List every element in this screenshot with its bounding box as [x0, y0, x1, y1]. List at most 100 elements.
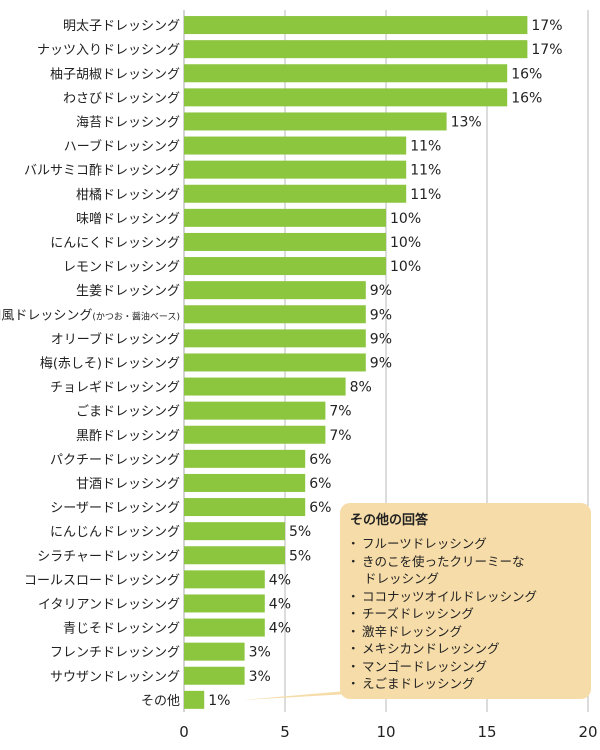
category-label: 味噌ドレッシング	[76, 212, 180, 227]
category-label: にんにくドレッシング	[50, 236, 180, 251]
bar	[184, 64, 508, 83]
callout-item: フルーツドレッシング	[347, 535, 581, 553]
bar	[184, 353, 366, 372]
callout-item: きのこを使ったクリーミーな	[347, 553, 581, 571]
x-tick-label: 15	[477, 723, 496, 741]
value-label: 3%	[249, 645, 271, 661]
bar	[184, 377, 346, 396]
bar	[184, 257, 386, 276]
category-label: フレンチドレッシング	[50, 646, 180, 661]
bar	[184, 473, 306, 492]
category-label: 甘酒ドレッシング	[76, 477, 180, 492]
value-label: 17%	[531, 18, 562, 34]
value-label: 10%	[390, 211, 421, 227]
bars	[184, 16, 528, 709]
category-label: 明太子ドレッシング	[63, 19, 180, 34]
value-label: 16%	[511, 66, 542, 82]
bar	[184, 618, 265, 637]
category-label: 黒酢ドレッシング	[76, 429, 180, 444]
value-label: 6%	[309, 452, 331, 468]
value-label: 4%	[269, 621, 291, 637]
other-answers-callout: その他の回答 フルーツドレッシングきのこを使ったクリーミーなドレッシングココナッ…	[340, 503, 591, 699]
bar	[184, 594, 265, 613]
value-label: 11%	[410, 187, 441, 203]
x-tick-label: 10	[376, 723, 395, 741]
category-label: バルサミコ酢ドレッシング	[24, 164, 180, 179]
value-label: 6%	[309, 476, 331, 492]
bar	[184, 449, 306, 468]
category-label: 柑橘ドレッシング	[76, 187, 180, 203]
bar	[184, 40, 528, 59]
category-label: オリーブドレッシング	[51, 331, 180, 347]
value-label: 8%	[350, 380, 372, 396]
callout-list: フルーツドレッシングきのこを使ったクリーミーなドレッシングココナッツオイルドレッ…	[347, 535, 581, 693]
value-label: 4%	[269, 572, 291, 588]
value-label: 5%	[289, 548, 311, 564]
category-label: 柚子胡椒ドレッシング	[50, 67, 180, 82]
callout-item: 激辛ドレッシング	[347, 623, 581, 641]
bar	[184, 16, 528, 35]
callout-item: マンゴードレッシング	[347, 658, 581, 676]
callout-item: えごまドレッシング	[347, 675, 581, 693]
x-tick-label: 0	[179, 723, 189, 741]
category-label: 生姜ドレッシング	[76, 284, 180, 299]
x-tick-label: 5	[280, 723, 290, 741]
category-label: シーザードレッシング	[50, 501, 180, 516]
bar	[184, 329, 366, 348]
bar	[184, 305, 366, 324]
category-label: レモンドレッシング	[63, 260, 180, 275]
value-label: 11%	[410, 139, 441, 155]
value-label: 17%	[531, 42, 562, 58]
bar	[184, 642, 245, 661]
value-label: 9%	[370, 283, 392, 299]
bar	[184, 232, 386, 251]
bar	[184, 184, 407, 203]
value-label: 9%	[370, 355, 392, 371]
category-label: わさびドレッシング	[63, 91, 180, 106]
callout-item: チーズドレッシング	[347, 605, 581, 623]
value-label: 9%	[370, 307, 392, 323]
bar	[184, 401, 326, 420]
bar	[184, 160, 407, 179]
category-label: 梅(赤しそ)ドレッシング	[40, 356, 180, 371]
bar	[184, 425, 326, 444]
category-label: その他	[141, 694, 180, 709]
callout-title: その他の回答	[350, 513, 429, 528]
value-label: 11%	[410, 163, 441, 179]
bar	[184, 690, 205, 709]
value-label: 4%	[269, 596, 291, 612]
category-label: ナッツ入りドレッシング	[37, 43, 180, 58]
category-label: 海苔ドレッシング	[76, 115, 180, 130]
category-label: チョレギドレッシング	[50, 381, 180, 396]
category-label: ごまドレッシング	[76, 404, 180, 420]
bar	[184, 498, 306, 517]
bar	[184, 136, 407, 155]
category-label: ハーブドレッシング	[64, 139, 180, 155]
bar	[184, 570, 265, 589]
value-label: 9%	[370, 331, 392, 347]
value-label: 6%	[309, 500, 331, 516]
value-label: 16%	[511, 90, 542, 106]
callout-item: ココナッツオイルドレッシング	[347, 588, 581, 606]
bar	[184, 546, 285, 565]
value-label: 3%	[249, 669, 271, 685]
category-label: イタリアンドレッシング	[38, 597, 180, 612]
category-label: 青じそドレッシング	[63, 622, 180, 637]
value-label: 7%	[329, 404, 351, 420]
value-labels: 17% 17% 16% 16% 13% 11% 11% 11% 10% 10% 10% 9% 9% 9% 9…	[208, 18, 562, 709]
category-label: 和風ドレッシング(かつお・醤油ベース)	[0, 308, 180, 323]
value-label: 7%	[329, 428, 351, 444]
value-label: 1%	[208, 693, 230, 709]
value-label: 13%	[451, 114, 482, 130]
bar	[184, 112, 447, 131]
bar	[184, 208, 386, 227]
bar	[184, 522, 285, 541]
category-label: パクチードレッシング	[50, 453, 180, 468]
bar	[184, 88, 508, 107]
category-label: シラチャードレッシング	[37, 549, 180, 564]
value-label: 5%	[289, 524, 311, 540]
value-label: 10%	[390, 259, 421, 275]
value-label: 10%	[390, 235, 421, 251]
callout-item: ドレッシング	[364, 571, 440, 586]
